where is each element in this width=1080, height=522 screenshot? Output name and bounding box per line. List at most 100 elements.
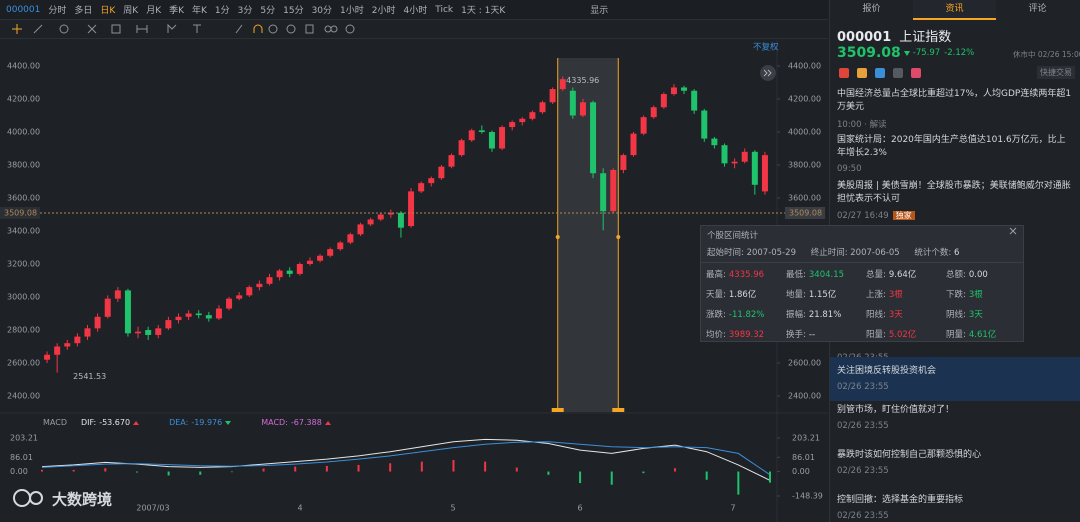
- stat-label: 阴量:: [946, 330, 966, 340]
- quote-name: 上证指数: [899, 30, 952, 45]
- quote-status: 休市中 02/26 15:00: [1013, 50, 1080, 59]
- candle-body: [266, 277, 273, 284]
- news-title: 控制回撤：选择基金的重要指标: [837, 495, 964, 505]
- stat-label: 上涨:: [866, 290, 886, 300]
- stat-cell: 地量: 1.15亿: [786, 288, 836, 300]
- candle-body: [600, 173, 607, 212]
- tab[interactable]: 评论: [1028, 4, 1047, 14]
- period-button[interactable]: 多日: [74, 6, 93, 16]
- quote-icon[interactable]: [857, 68, 867, 78]
- expand-button[interactable]: [760, 65, 776, 81]
- range-handle[interactable]: [612, 408, 625, 412]
- candle-body: [44, 354, 51, 360]
- stat-value: 3989.32: [728, 330, 765, 340]
- news-time: 02/27 16:49: [837, 211, 889, 221]
- quote-icon[interactable]: [839, 68, 849, 78]
- period-button[interactable]: 1分: [214, 6, 230, 16]
- start-date[interactable]: 2007-05-29: [746, 248, 796, 258]
- candle-body: [468, 130, 475, 141]
- period-button[interactable]: 15分: [283, 6, 304, 16]
- macd-bar: [484, 461, 487, 472]
- stat-value: --: [808, 330, 816, 340]
- stat-label: 最低:: [786, 270, 806, 280]
- y-tick-label: 3200.00: [7, 260, 40, 269]
- x-tick-label: 2007/03: [136, 504, 169, 513]
- range-handle[interactable]: [551, 408, 564, 412]
- news-item[interactable]: 别管市场，盯住价值就对了！ 02/26 23:55: [830, 404, 1080, 431]
- range-select[interactable]: 1天 : 1天K: [461, 6, 506, 16]
- y-tick-label: 3000.00: [7, 293, 40, 302]
- period-button[interactable]: 周K: [123, 6, 139, 16]
- period-button[interactable]: 月K: [146, 6, 162, 16]
- tab[interactable]: 报价: [862, 4, 881, 14]
- y-tick-label: 2600.00: [7, 359, 40, 368]
- candle-body: [559, 79, 566, 90]
- tool-icons[interactable]: [12, 23, 355, 34]
- news-item[interactable]: 中国经济总量占全球比重超过17%，人均GDP连续两年超1万美元 10:00 · 解…: [830, 88, 1080, 130]
- macd-bar: [769, 471, 771, 483]
- stat-cell: 涨跌: -11.82%: [706, 308, 764, 320]
- candle-body: [195, 313, 202, 316]
- candle-body: [357, 224, 364, 235]
- candle-body: [155, 328, 162, 335]
- y-tick-label: 3400.00: [7, 227, 40, 236]
- stat-cell: 总量: 9.64亿: [866, 268, 916, 280]
- period-button[interactable]: 3分: [237, 6, 253, 16]
- y-tick-label: 0.00: [10, 467, 28, 476]
- quote-icon[interactable]: [911, 68, 921, 78]
- candle-body: [458, 140, 465, 156]
- y-tick-label: -148.39: [792, 492, 823, 501]
- end-date[interactable]: 2007-06-05: [850, 248, 900, 258]
- stat-cell: 阳量: 5.02亿: [866, 328, 916, 340]
- symbol[interactable]: 000001: [6, 4, 41, 15]
- stat-label: 振幅:: [786, 310, 806, 320]
- stat-label: 涨跌:: [706, 310, 726, 320]
- macd-bar: [389, 463, 392, 472]
- candle-body: [610, 169, 617, 212]
- chart: 不复权 2007/03 4 5 6 7 大数跨境 4400.00 4400.00 4…: [0, 40, 828, 522]
- indicator-arrow: [225, 421, 232, 425]
- period-button[interactable]: 4小时: [403, 6, 428, 16]
- period-button[interactable]: 5分: [260, 6, 276, 16]
- period-button[interactable]: 1小时: [340, 6, 364, 16]
- candle-body: [499, 127, 506, 149]
- period-button[interactable]: 分时: [48, 6, 67, 16]
- quote-icon[interactable]: [893, 68, 903, 78]
- range-handle: [616, 235, 621, 239]
- news-item[interactable]: 关注困境反转股投资机会 02/26 23:55: [830, 357, 1080, 401]
- quick-trade[interactable]: 快捷交易: [1037, 66, 1075, 79]
- news-item[interactable]: 暴跌时该如何控制自己那颗恐惧的心 02/26 23:55: [830, 449, 1080, 476]
- y-tick-label: 4400.00: [7, 62, 40, 71]
- macd-bar: [642, 471, 645, 474]
- period-button[interactable]: 季K: [169, 6, 185, 16]
- news-item[interactable]: 国家统计局：2020年国内生产总值达101.6万亿元，比上年增长2.3% 09:5…: [830, 134, 1080, 174]
- news-meta: 10:00 · 解读: [837, 118, 1074, 130]
- x-tick-label: 5: [450, 504, 455, 513]
- y-tick-label: 86.01: [10, 453, 33, 462]
- display-menu[interactable]: 显示: [590, 6, 609, 16]
- candle-body: [306, 260, 313, 264]
- stat-label: 阳线:: [866, 310, 886, 320]
- adjust-mode[interactable]: 不复权: [753, 42, 779, 53]
- news-item[interactable]: 控制回撤：选择基金的重要指标 02/26 23:55: [830, 494, 1080, 521]
- period-button[interactable]: 2小时: [371, 6, 396, 16]
- candle-body: [114, 290, 121, 299]
- stat-value: 3根: [888, 290, 903, 300]
- y-tick-label: 2600.00: [788, 359, 821, 368]
- period-button[interactable]: Tick: [435, 4, 454, 15]
- stat-cell: 最高: 4335.96: [706, 268, 764, 280]
- candle-body: [529, 112, 536, 119]
- candle-body: [761, 155, 768, 192]
- period-button[interactable]: 年K: [192, 6, 207, 16]
- indicator-name[interactable]: MACD: [43, 418, 67, 427]
- candle-body: [347, 234, 354, 243]
- news-item[interactable]: 美股周报 | 美债雪崩！全球股市暴跌；美联储鲍威尔对通胀担忧表示不认可 02/27…: [830, 180, 1080, 221]
- period-button[interactable]: 日K: [100, 6, 116, 16]
- stat-label: 均价:: [706, 330, 726, 340]
- quote-icon[interactable]: [875, 68, 885, 78]
- tab[interactable]: 资讯: [913, 0, 996, 20]
- period-button[interactable]: 30分: [311, 6, 333, 16]
- news-meta: 02/26 23:55: [837, 421, 1074, 431]
- candle-body: [296, 264, 303, 274]
- close-button[interactable]: [1009, 227, 1017, 235]
